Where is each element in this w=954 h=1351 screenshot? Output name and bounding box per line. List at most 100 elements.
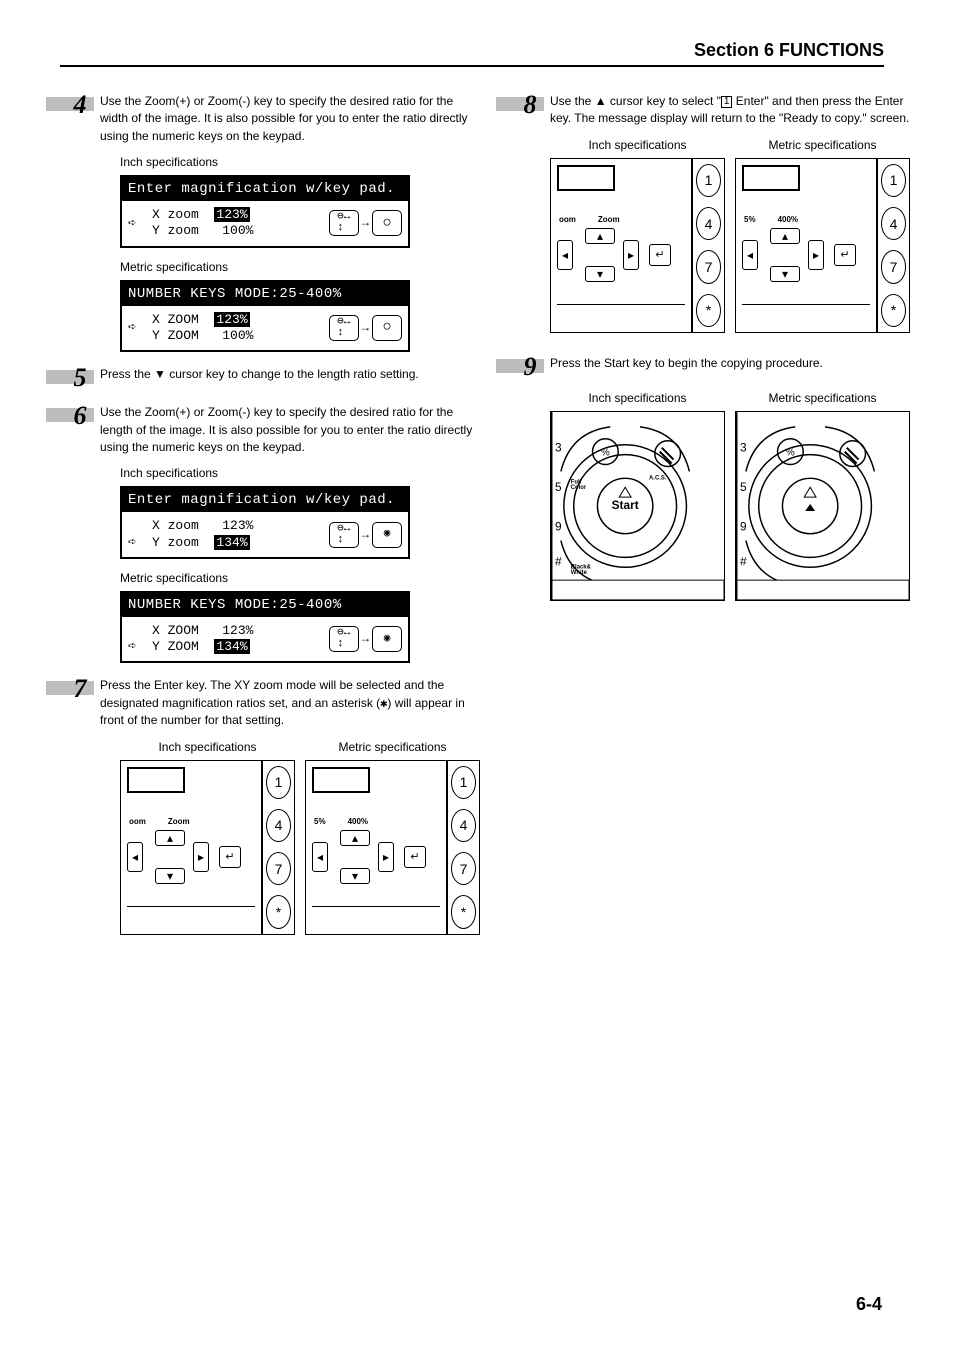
x-zoom-label: X zoom (152, 207, 214, 222)
key-star: * (881, 294, 906, 327)
up-button: ▴ (585, 228, 615, 244)
orientation-tall-icon: ◉ (372, 522, 402, 548)
label-inch: Inch specifications (120, 466, 480, 480)
pct400-label: 400% (778, 215, 798, 224)
pct5-label: 5% (314, 817, 326, 826)
zoom-plus-label: Zoom (168, 817, 190, 826)
enter-button: ↵ (649, 244, 671, 266)
step-7: 7 Press the Enter key. The XY zoom mode … (60, 675, 480, 729)
key-1: 1 (696, 164, 721, 197)
key-1: 1 (451, 766, 476, 799)
label-metric: Metric specifications (735, 138, 910, 152)
svg-text:#: # (555, 554, 562, 568)
svg-text:White: White (571, 570, 588, 576)
orientation-landscape-icon: ⊖↔↕ (329, 210, 359, 236)
arrow-icon: → (362, 321, 369, 335)
svg-text:9: 9 (555, 519, 562, 533)
y-zoom-value: 134% (214, 535, 249, 550)
x-zoom-line: X zoom 123% (152, 518, 253, 534)
label-metric: Metric specifications (120, 571, 480, 585)
pct5-label: 5% (744, 215, 756, 224)
step-6-text: Use the Zoom(+) or Zoom(-) key to specif… (100, 402, 480, 456)
key-1: 1 (881, 164, 906, 197)
orientation-wide-icon: ◯ (372, 210, 402, 236)
left-button: ◂ (312, 842, 328, 872)
key-1: 1 (266, 766, 291, 799)
start-wheel-metric: % 3 5 9 # (735, 411, 910, 601)
lcd-6-inch: Enter magnification w/key pad. ➪ X zoom … (120, 486, 410, 559)
lcd-4-inch: Enter magnification w/key pad. ➪ X zoom … (120, 175, 410, 248)
lcd-bar: NUMBER KEYS MODE:25-400% (122, 593, 408, 617)
x-zoom-line: X ZOOM 123% (152, 623, 253, 639)
svg-text:#: # (740, 554, 747, 568)
orientation-wide-icon: ◯ (372, 315, 402, 341)
page-number: 6-4 (856, 1294, 882, 1315)
start-label: Start (612, 498, 639, 512)
left-column: 4 Use the Zoom(+) or Zoom(-) key to spec… (60, 91, 480, 951)
zoom-plus-label: Zoom (598, 215, 620, 224)
left-button: ◂ (127, 842, 143, 872)
label-inch: Inch specifications (550, 391, 725, 405)
x-zoom-value: 123% (214, 312, 249, 327)
down-button: ▾ (340, 868, 370, 884)
step-5-text: Press the ▼ cursor key to change to the … (100, 364, 480, 383)
numpad-col: 1 4 7 * (447, 761, 479, 934)
y-zoom-line: Y zoom 100% (152, 223, 253, 239)
step-8-text: Use the ▲ cursor key to select "1 Enter"… (550, 91, 910, 128)
arrow-icon: → (362, 528, 369, 542)
key-7: 7 (266, 852, 291, 885)
label-inch: Inch specifications (120, 740, 295, 754)
start-wheel-diagrams: Start % A.C.S. Full Color Black& White 3… (550, 411, 910, 601)
enter-button: ↵ (404, 846, 426, 868)
left-button: ◂ (742, 240, 758, 270)
acs-label: A.C.S. (649, 475, 667, 481)
step-number: 8 (510, 91, 550, 119)
right-button: ▸ (808, 240, 824, 270)
key-star: * (266, 895, 291, 928)
orientation-tall-icon: ◉ (372, 626, 402, 652)
enter-button: ↵ (834, 244, 856, 266)
key-star: * (696, 294, 721, 327)
boxed-1-icon: 1 (721, 96, 733, 108)
orientation-landscape-icon: ⊖↔↕ (329, 626, 359, 652)
right-column: 8 Use the ▲ cursor key to select "1 Ente… (510, 91, 910, 951)
key-4: 4 (266, 809, 291, 842)
key-7: 7 (451, 852, 476, 885)
key-7: 7 (696, 250, 721, 283)
svg-text:5: 5 (555, 480, 562, 494)
pointer-icon: ➪ (128, 319, 144, 336)
key-7: 7 (881, 250, 906, 283)
svg-text:5: 5 (740, 480, 747, 494)
kp-screen (742, 165, 800, 191)
numpad-col: 1 4 7 * (692, 159, 724, 332)
up-button: ▴ (770, 228, 800, 244)
right-button: ▸ (623, 240, 639, 270)
right-button: ▸ (378, 842, 394, 872)
svg-text:9: 9 (740, 519, 747, 533)
step-9-text: Press the Start key to begin the copying… (550, 353, 910, 372)
section-header: Section 6 FUNCTIONS (60, 40, 884, 67)
kp-screen (127, 767, 185, 793)
down-button: ▾ (770, 266, 800, 282)
key-4: 4 (881, 207, 906, 240)
numpad-col: 1 4 7 * (262, 761, 294, 934)
y-zoom-label: Y zoom (152, 535, 214, 550)
step-number: 6 (60, 402, 100, 430)
step-number: 5 (60, 364, 100, 392)
step-5: 5 Press the ▼ cursor key to change to th… (60, 364, 480, 392)
step-number: 4 (60, 91, 100, 119)
pointer-icon: ➪ (128, 638, 144, 655)
svg-text:3: 3 (740, 440, 747, 454)
keypad-inch: oomZoom ▴ ▾ ◂ ▸ ↵ 1 4 7 * (120, 760, 295, 935)
pointer-icon: ➪ (128, 534, 144, 551)
lcd-6-metric: NUMBER KEYS MODE:25-400% ➪ X ZOOM 123% Y… (120, 591, 410, 664)
lcd-bar: NUMBER KEYS MODE:25-400% (122, 282, 408, 306)
svg-text:%: % (601, 447, 610, 458)
key-4: 4 (696, 207, 721, 240)
keypad-inch: oomZoom ▴ ▾ ◂ ▸ ↵ 1 4 7 * (550, 158, 725, 333)
lcd-bar: Enter magnification w/key pad. (122, 488, 408, 512)
left-button: ◂ (557, 240, 573, 270)
keypad-metric: 5% 400% ▴ ▾ ◂ ▸ ↵ 1 4 7 * (735, 158, 910, 333)
orientation-landscape-icon: ⊖↔↕ (329, 315, 359, 341)
step-4: 4 Use the Zoom(+) or Zoom(-) key to spec… (60, 91, 480, 145)
